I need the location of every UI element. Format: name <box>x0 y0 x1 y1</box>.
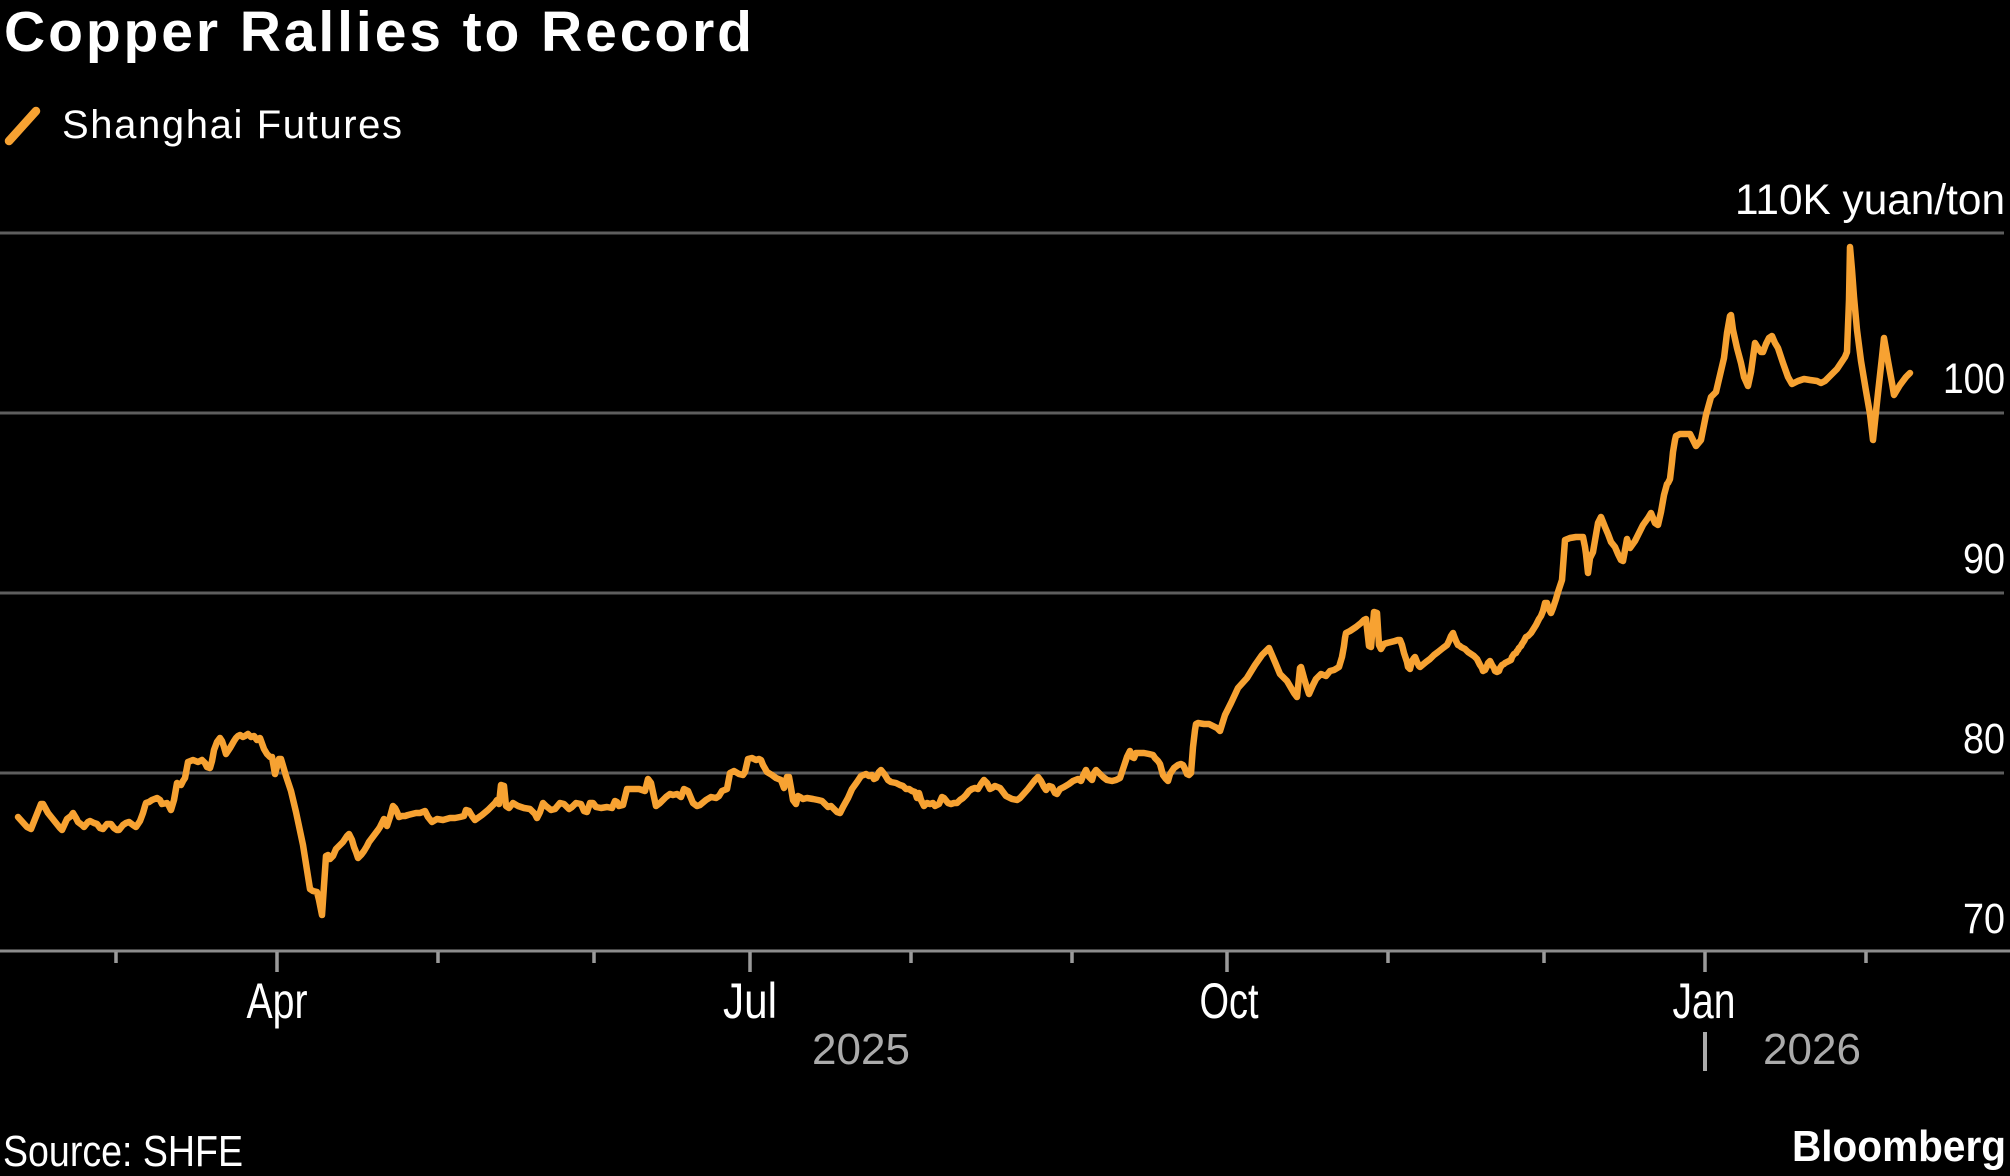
svg-text:Jan: Jan <box>1673 973 1736 1029</box>
svg-text:70: 70 <box>1963 895 2005 943</box>
svg-text:2025: 2025 <box>812 1025 910 1074</box>
svg-text:Apr: Apr <box>247 973 308 1029</box>
svg-text:Oct: Oct <box>1200 973 1259 1029</box>
svg-text:80: 80 <box>1963 715 2005 763</box>
svg-text:Bloomberg: Bloomberg <box>1792 1122 2006 1171</box>
svg-text:2026: 2026 <box>1763 1025 1861 1074</box>
svg-text:100: 100 <box>1943 355 2005 403</box>
svg-text:Copper Rallies to Record: Copper Rallies to Record <box>4 0 752 64</box>
svg-text:110K yuan/ton: 110K yuan/ton <box>1735 176 2005 224</box>
svg-text:90: 90 <box>1963 535 2005 583</box>
svg-text:Jul: Jul <box>723 973 777 1029</box>
svg-text:Source: SHFE: Source: SHFE <box>3 1127 243 1176</box>
